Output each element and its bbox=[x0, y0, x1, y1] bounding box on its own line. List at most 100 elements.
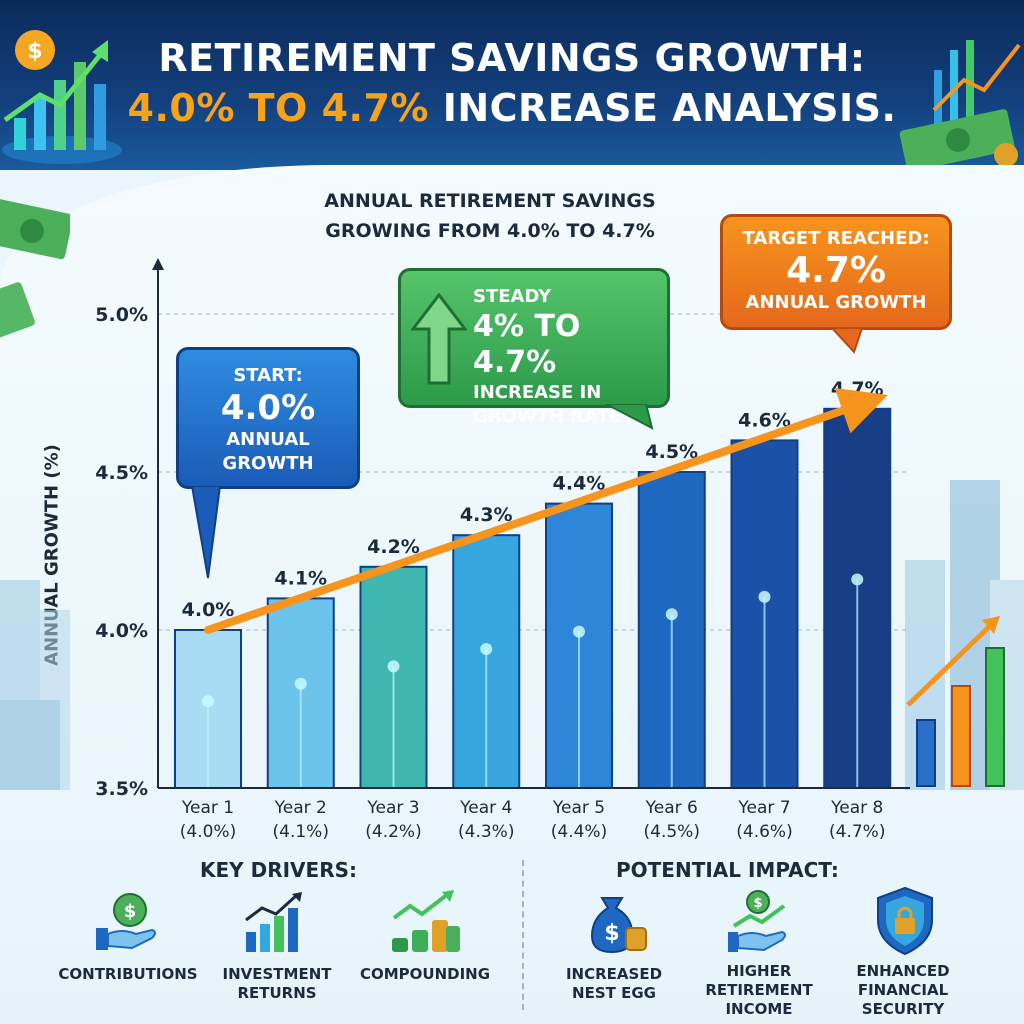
bar-glow-dot bbox=[480, 642, 493, 655]
impact-higher-retirement-income: HIGHER RETIREMENT INCOME bbox=[692, 962, 826, 1019]
impact-label: SECURITY bbox=[861, 1000, 945, 1018]
hand-coin-icon: $ bbox=[96, 893, 156, 950]
data-label: 4.0% bbox=[182, 599, 235, 621]
callout-steady-line3: GROWTH RATE bbox=[473, 406, 622, 427]
callout-steady-line2: INCREASE IN bbox=[473, 382, 602, 403]
data-label: 4.4% bbox=[553, 473, 606, 495]
x-tick-label: Year 5 (4.4%) bbox=[529, 796, 629, 844]
callout-target-pointer bbox=[832, 328, 864, 354]
svg-text:$: $ bbox=[753, 896, 762, 911]
driver-label: INVESTMENT bbox=[222, 965, 332, 983]
callout-start-line2: ANNUAL bbox=[226, 429, 310, 450]
data-label: 4.7% bbox=[831, 378, 884, 400]
x-tick-sublabel: (4.5%) bbox=[643, 822, 700, 842]
x-tick-category: Year 6 bbox=[645, 798, 698, 818]
bar-glow-dot bbox=[665, 608, 678, 621]
callout-start-label: START: bbox=[233, 365, 303, 386]
trend-arrow bbox=[204, 387, 888, 634]
header-banner: $ RETIREMENT SAVINGS GROWTH: 4.0% TO 4.7… bbox=[0, 0, 1024, 170]
svg-text:$: $ bbox=[604, 921, 619, 946]
callout-steady-pointer bbox=[606, 404, 654, 430]
impact-increased-nest-egg: INCREASED NEST EGG bbox=[548, 965, 680, 1003]
data-label: 4.2% bbox=[367, 536, 420, 558]
callout-start: START: 4.0% ANNUAL GROWTH bbox=[176, 347, 360, 489]
y-tick-label: 4.5% bbox=[95, 462, 148, 484]
callout-start-pointer bbox=[190, 486, 222, 579]
x-tick-label: Year 7 (4.6%) bbox=[715, 796, 815, 844]
key-drivers-title: KEY DRIVERS: bbox=[200, 858, 357, 882]
x-tick-label: Year 1 (4.0%) bbox=[158, 796, 258, 844]
impact-label: NEST EGG bbox=[572, 984, 656, 1002]
driver-label: RETURNS bbox=[237, 984, 317, 1002]
x-tick-label: Year 2 (4.1%) bbox=[251, 796, 351, 844]
chart-title: ANNUAL RETIREMENT SAVINGS GROWING FROM 4… bbox=[240, 186, 740, 246]
callout-start-value: 4.0% bbox=[220, 388, 316, 428]
section-divider bbox=[522, 860, 524, 1010]
x-tick-label: Year 4 (4.3%) bbox=[436, 796, 536, 844]
city-skyline-left bbox=[0, 580, 70, 790]
driver-compounding: COMPOUNDING bbox=[350, 965, 500, 984]
hand-growth-icon: $ bbox=[728, 890, 786, 952]
driver-investment-returns: INVESTMENT RETURNS bbox=[210, 965, 344, 1003]
x-tick-sublabel: (4.4%) bbox=[550, 822, 608, 842]
x-tick-category: Year 7 bbox=[738, 798, 791, 818]
callout-target-line2: ANNUAL GROWTH bbox=[745, 292, 927, 313]
bar-glow-dot bbox=[758, 590, 771, 603]
x-tick-category: Year 4 bbox=[460, 798, 513, 818]
impact-label: FINANCIAL bbox=[857, 981, 949, 999]
callout-target: TARGET REACHED: 4.7% ANNUAL GROWTH bbox=[720, 214, 952, 330]
y-tick-label: 5.0% bbox=[95, 304, 148, 326]
bar-glow-dot bbox=[387, 660, 400, 673]
growth-decoration-right-icon bbox=[899, 40, 1021, 170]
mini-growth-bars-icon bbox=[906, 616, 1005, 787]
driver-label: COMPOUNDING bbox=[359, 965, 491, 983]
x-tick-label: Year 6 (4.5%) bbox=[622, 796, 722, 844]
potential-impact-title: POTENTIAL IMPACT: bbox=[616, 858, 839, 882]
x-tick-sublabel: (4.7%) bbox=[829, 822, 886, 842]
svg-text:$: $ bbox=[27, 39, 42, 64]
impact-label: INCOME bbox=[725, 1000, 793, 1018]
shield-lock-icon bbox=[877, 886, 933, 956]
x-tick-label: Year 3 (4.2%) bbox=[344, 796, 444, 844]
x-tick-sublabel: (4.0%) bbox=[179, 822, 237, 842]
impact-label: INCREASED bbox=[565, 965, 663, 983]
impact-label: RETIREMENT bbox=[705, 981, 813, 999]
bar-glow-dot bbox=[294, 677, 307, 690]
x-tick-sublabel: (4.2%) bbox=[365, 822, 422, 842]
svg-text:$: $ bbox=[124, 901, 137, 922]
page-title-line1: RETIREMENT SAVINGS GROWTH: bbox=[158, 36, 866, 80]
chart-title-line1: ANNUAL RETIREMENT SAVINGS bbox=[324, 190, 656, 212]
x-tick-sublabel: (4.6%) bbox=[736, 822, 793, 842]
growth-decoration-left-icon: $ bbox=[2, 30, 122, 164]
coin-stack-growth-icon bbox=[392, 890, 460, 952]
data-label: 4.1% bbox=[274, 567, 327, 589]
x-tick-category: Year 5 bbox=[552, 798, 606, 818]
impact-label: HIGHER bbox=[726, 962, 792, 980]
y-axis-arrow-icon bbox=[152, 258, 164, 270]
data-label: 4.6% bbox=[738, 409, 791, 431]
callout-steady-value: 4% TO 4.7% bbox=[473, 309, 581, 380]
up-arrow-icon bbox=[411, 293, 467, 385]
page-title-rest: INCREASE ANALYSIS. bbox=[428, 86, 897, 130]
callout-start-line3: GROWTH bbox=[222, 453, 314, 474]
page-title-highlight: 4.0% TO 4.7% bbox=[127, 86, 429, 130]
callout-steady-label: STEADY bbox=[473, 286, 552, 307]
chart-title-line2: GROWING FROM 4.0% TO 4.7% bbox=[325, 220, 655, 242]
x-tick-sublabel: (4.1%) bbox=[272, 822, 329, 842]
x-tick-category: Year 1 bbox=[181, 798, 235, 818]
x-tick-category: Year 3 bbox=[367, 798, 420, 818]
driver-contributions: CONTRIBUTIONS bbox=[52, 965, 204, 984]
x-tick-sublabel: (4.3%) bbox=[458, 822, 515, 842]
y-tick-label: 4.0% bbox=[95, 620, 148, 642]
x-tick-category: Year 2 bbox=[274, 798, 327, 818]
driver-label: CONTRIBUTIONS bbox=[58, 965, 198, 983]
callout-target-label: TARGET REACHED: bbox=[742, 228, 930, 249]
data-label: 4.3% bbox=[460, 504, 513, 526]
bar-glow-dot bbox=[851, 573, 864, 586]
money-bill-decoration-icon bbox=[0, 196, 70, 344]
bar-glow-dot bbox=[573, 625, 585, 638]
y-tick-label: 3.5% bbox=[95, 778, 148, 800]
page-title-line2: 4.0% TO 4.7% INCREASE ANALYSIS. bbox=[0, 86, 1024, 130]
callout-target-value: 4.7% bbox=[786, 250, 886, 291]
